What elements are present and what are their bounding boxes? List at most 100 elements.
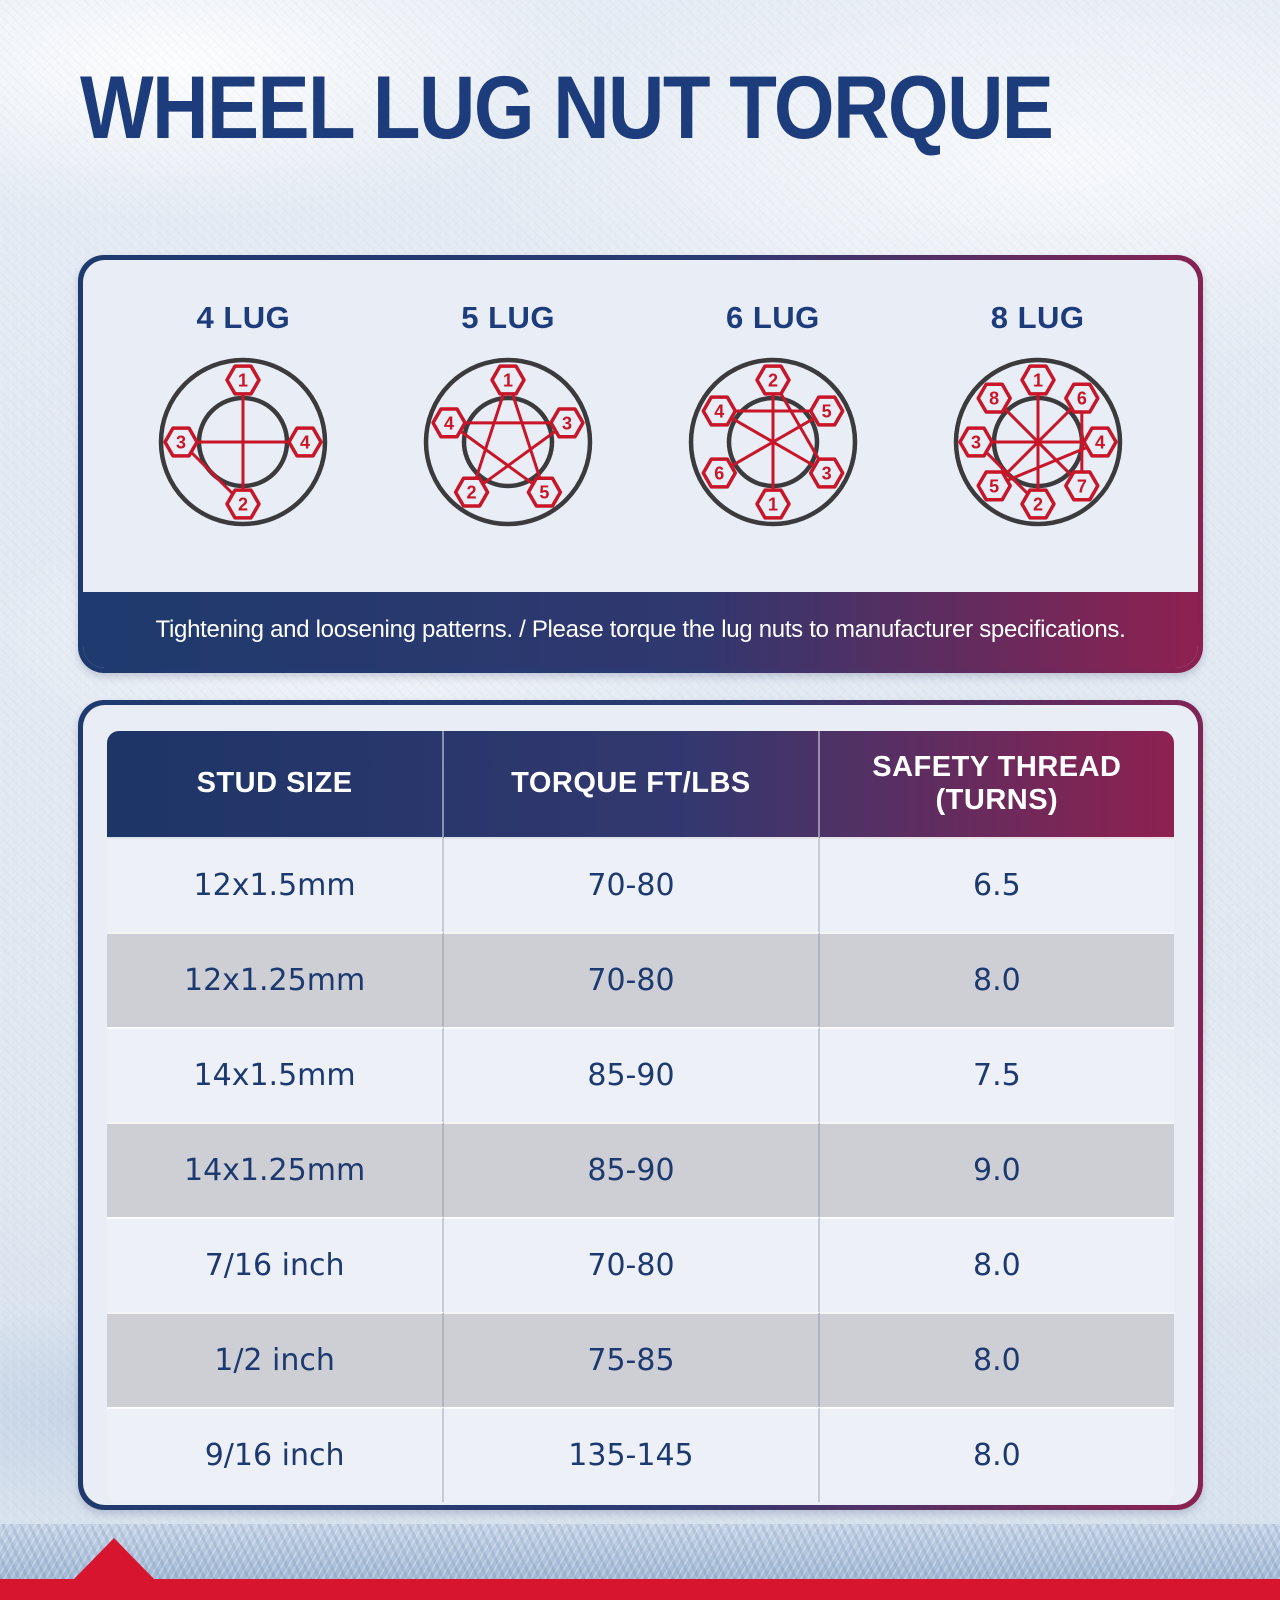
- lug-nut-icon: 1: [1019, 364, 1056, 396]
- lug-nut-number: 7: [1076, 476, 1086, 496]
- bottom-ice-texture: [0, 1524, 1280, 1579]
- table-cell: 70-80: [444, 1217, 820, 1312]
- page-title: WHEEL LUG NUT TORQUE: [80, 57, 1054, 158]
- torque-table-body: 12x1.5mm 70-80 6.5 12x1.25mm 70-80 8.0 14x1.5m…: [107, 839, 1174, 1502]
- lug-nut-number: 5: [540, 483, 550, 503]
- lug-label: 5 LUG: [461, 300, 556, 335]
- lug-nut-icon: 6: [701, 457, 737, 489]
- lug-nut-number: 2: [467, 483, 477, 503]
- table-cell: 85-90: [444, 1027, 820, 1122]
- table-cell: 75-85: [444, 1312, 820, 1407]
- lug-nut-number: 1: [238, 371, 248, 391]
- lug-diagram-6-lug: 2 5 3 1 6 4: [688, 357, 858, 527]
- lug-nut-icon: 3: [808, 457, 845, 489]
- lug-label: 8 LUG: [990, 300, 1085, 335]
- lug-nut-number: 6: [1076, 389, 1086, 409]
- lug-nut-icon: 1: [755, 488, 791, 520]
- lug-nut-icon: 6: [1063, 382, 1100, 414]
- lug-diagram-cell: 8 LUG 1 6 4 7 2 5 3 8: [905, 294, 1170, 538]
- lug-nut-number: 4: [1095, 433, 1105, 453]
- lug-nut-number: 2: [1033, 495, 1043, 515]
- tighten-order-line: [470, 379, 510, 493]
- tighten-order-line: [470, 421, 568, 494]
- lug-nut-icon: 3: [163, 426, 200, 458]
- lug-nut-icon: 5: [526, 476, 563, 508]
- table-row: 9/16 inch 135-145 8.0: [107, 1407, 1174, 1502]
- lug-nut-icon: 4: [1081, 426, 1118, 458]
- lug-diagram-cell: 6 LUG 2 5 3 1 6 4: [641, 294, 906, 538]
- lug-nut-icon: 2: [755, 364, 791, 396]
- lug-patterns-panel: 4 LUG 1 2 3 4 5 LUG 1 3 5 2 4 6 LUG 2 5 3 1 6 4 8 LU…: [78, 255, 1203, 673]
- lug-nut-icon: 1: [490, 364, 526, 396]
- lug-nut-icon: 1: [225, 364, 262, 396]
- lug-nut-icon: 5: [976, 470, 1012, 502]
- lug-diagram-cell: 5 LUG 1 3 5 2 4: [376, 294, 641, 538]
- lug-nut-number: 8: [989, 389, 999, 409]
- lug-nut-icon: 7: [1063, 470, 1100, 502]
- table-cell: 8.0: [819, 1407, 1174, 1502]
- table-row: 1/2 inch 75-85 8.0: [107, 1312, 1174, 1407]
- table-cell: 70-80: [444, 839, 820, 932]
- bottom-accent-band: [0, 1579, 1280, 1600]
- lug-diagram-cell: 4 LUG 1 2 3 4: [111, 294, 376, 538]
- torque-table-panel: STUD SIZE TORQUE FT/LBS SAFETY THREAD (T…: [78, 700, 1203, 1510]
- table-cell: 135-145: [444, 1407, 820, 1502]
- lug-nut-number: 1: [503, 371, 513, 391]
- table-cell: 9.0: [819, 1122, 1174, 1217]
- caption-bar: Tightening and loosening patterns. / Ple…: [83, 592, 1198, 668]
- lug-nut-icon: 3: [549, 407, 585, 439]
- table-row: 12x1.5mm 70-80 6.5: [107, 839, 1174, 932]
- lug-nut-number: 2: [768, 371, 778, 391]
- lug-nut-icon: 4: [701, 395, 737, 427]
- lug-nut-icon: 2: [1019, 488, 1056, 520]
- lug-diagram-8-lug: 1 6 4 7 2 5 3 8: [953, 357, 1122, 527]
- torque-table: STUD SIZE TORQUE FT/LBS SAFETY THREAD (T…: [107, 731, 1174, 1502]
- table-row: 7/16 inch 70-80 8.0: [107, 1217, 1174, 1312]
- table-header-row: STUD SIZE TORQUE FT/LBS SAFETY THREAD (T…: [107, 731, 1174, 839]
- bottom-accent-triangle: [74, 1538, 154, 1579]
- table-row: 12x1.25mm 70-80 8.0: [107, 932, 1174, 1027]
- column-header-safety-thread: SAFETY THREAD (TURNS): [819, 731, 1174, 839]
- table-cell: 6.5: [973, 868, 1021, 903]
- lug-nut-number: 3: [176, 433, 186, 453]
- table-cell: 12x1.5mm: [107, 839, 445, 932]
- lug-diagrams-row: 4 LUG 1 2 3 4 5 LUG 1 3 5 2 4 6 LUG 2 5 3 1 6 4 8 LU…: [83, 260, 1198, 538]
- lug-nut-icon: 2: [453, 476, 490, 508]
- table-cell: 8.0: [819, 1217, 1174, 1312]
- lug-nut-number: 3: [562, 413, 572, 433]
- tighten-order-line: [506, 379, 546, 493]
- table-cell: 8.0: [819, 932, 1174, 1027]
- table-cell: 85-90: [444, 1122, 820, 1217]
- lug-nut-number: 6: [714, 464, 724, 484]
- tighten-order-line: [992, 397, 1083, 487]
- lug-nut-number: 4: [444, 413, 454, 433]
- lug-nut-icon: 8: [976, 382, 1012, 414]
- lug-diagram-5-lug: 1 3 5 2 4: [423, 357, 593, 527]
- lug-nut-number: 2: [238, 495, 248, 515]
- lug-diagram-4-lug: 1 2 3 4: [159, 357, 328, 527]
- torque-table-panel-inner: STUD SIZE TORQUE FT/LBS SAFETY THREAD (T…: [83, 705, 1198, 1505]
- lug-nut-number: 4: [714, 402, 724, 422]
- table-cell: 1/2 inch: [107, 1312, 445, 1407]
- caption-text: Tightening and loosening patterns. / Ple…: [155, 616, 1126, 643]
- table-cell: 9/16 inch: [107, 1407, 445, 1502]
- table-cell: 12x1.25mm: [107, 932, 445, 1027]
- tighten-order-line: [718, 409, 828, 475]
- table-cell: 14x1.5mm: [107, 1027, 445, 1122]
- table-cell: 70-80: [444, 932, 820, 1027]
- table-cell: 7/16 inch: [107, 1217, 445, 1312]
- table-row: 14x1.25mm 85-90 9.0: [107, 1122, 1174, 1217]
- lug-nut-icon: 4: [287, 426, 324, 458]
- lug-nut-number: 3: [971, 433, 981, 453]
- lug-label: 6 LUG: [725, 300, 820, 335]
- lug-nut-number: 5: [989, 476, 999, 496]
- lug-patterns-panel-inner: 4 LUG 1 2 3 4 5 LUG 1 3 5 2 4 6 LUG 2 5 3 1 6 4 8 LU…: [83, 260, 1198, 668]
- lug-nut-icon: 4: [431, 407, 467, 439]
- tighten-order-line: [448, 421, 546, 494]
- lug-nut-icon: 5: [808, 395, 845, 427]
- lug-label: 4 LUG: [196, 300, 291, 335]
- column-header-stud-size: STUD SIZE: [107, 731, 445, 839]
- table-cell: 14x1.25mm: [107, 1122, 445, 1217]
- lug-nut-icon: 2: [225, 488, 262, 520]
